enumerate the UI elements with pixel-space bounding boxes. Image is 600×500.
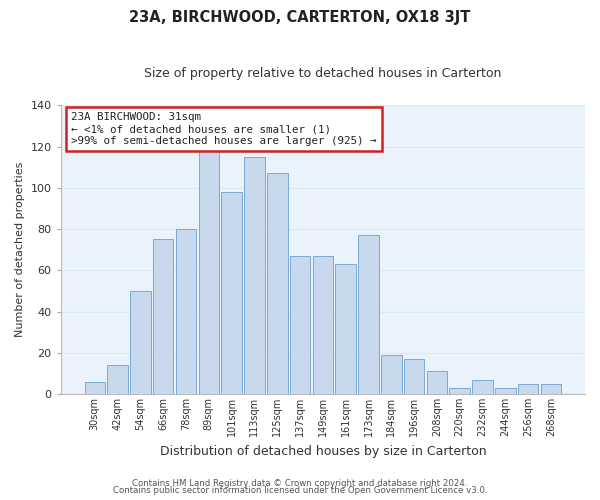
Bar [199, 150, 219, 394]
Bar [449, 388, 470, 394]
Bar [85, 382, 105, 394]
Bar [335, 264, 356, 394]
Bar [244, 157, 265, 394]
Bar [404, 359, 424, 394]
Bar [176, 229, 196, 394]
Text: 23A, BIRCHWOOD, CARTERTON, OX18 3JT: 23A, BIRCHWOOD, CARTERTON, OX18 3JT [130, 10, 470, 25]
Bar [130, 291, 151, 394]
Bar [267, 174, 287, 394]
X-axis label: Distribution of detached houses by size in Carterton: Distribution of detached houses by size … [160, 444, 486, 458]
Title: Size of property relative to detached houses in Carterton: Size of property relative to detached ho… [144, 68, 502, 80]
Bar [221, 192, 242, 394]
Bar [107, 365, 128, 394]
Bar [313, 256, 333, 394]
Y-axis label: Number of detached properties: Number of detached properties [15, 162, 25, 338]
Bar [518, 384, 538, 394]
Bar [358, 235, 379, 394]
Bar [381, 355, 401, 394]
Bar [495, 388, 515, 394]
Bar [290, 256, 310, 394]
Text: Contains public sector information licensed under the Open Government Licence v3: Contains public sector information licen… [113, 486, 487, 495]
Text: 23A BIRCHWOOD: 31sqm
← <1% of detached houses are smaller (1)
>99% of semi-detac: 23A BIRCHWOOD: 31sqm ← <1% of detached h… [71, 112, 377, 146]
Bar [541, 384, 561, 394]
Text: Contains HM Land Registry data © Crown copyright and database right 2024.: Contains HM Land Registry data © Crown c… [132, 478, 468, 488]
Bar [427, 372, 447, 394]
Bar [153, 240, 173, 394]
Bar [472, 380, 493, 394]
